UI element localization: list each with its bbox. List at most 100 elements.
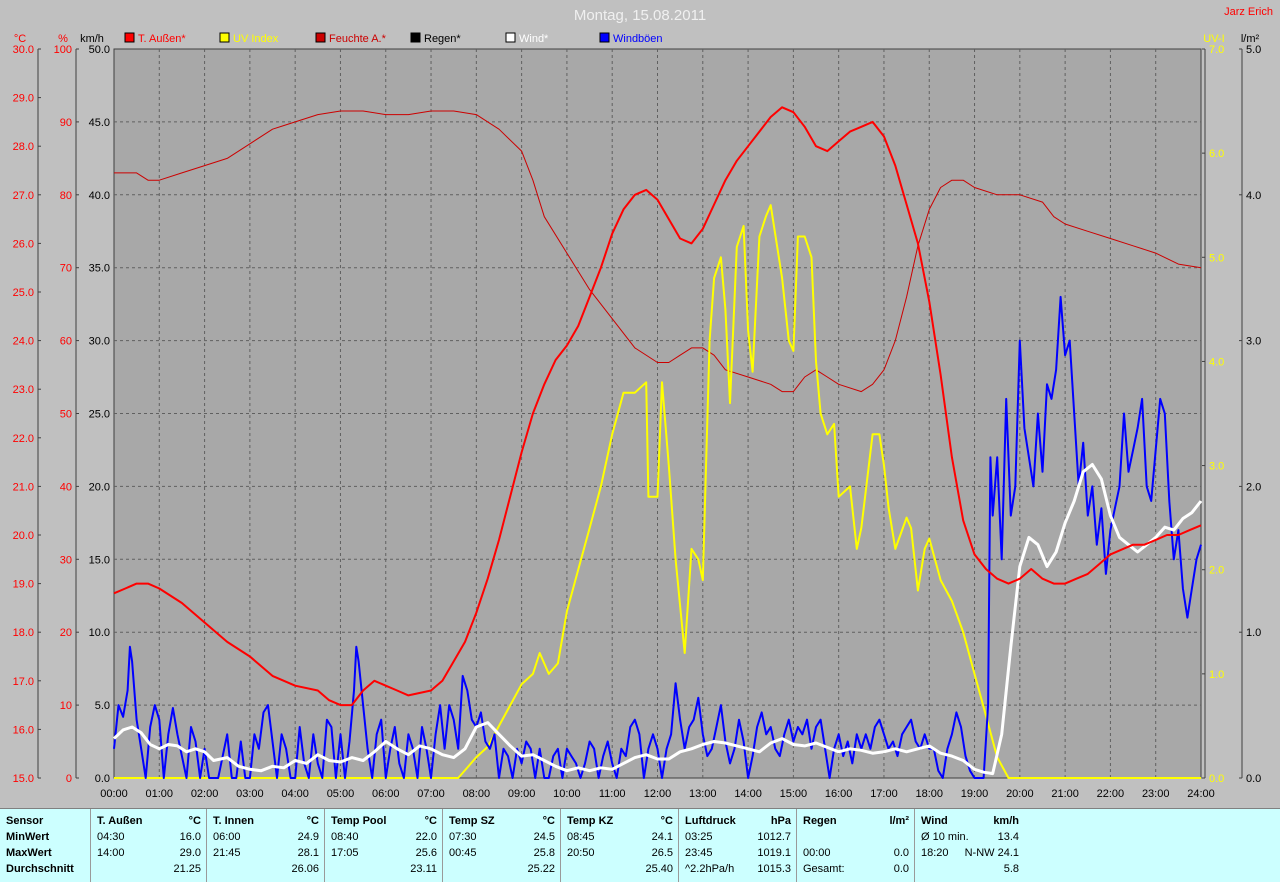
wind-axis-tick: 5.0 xyxy=(95,700,110,712)
stats-unit: °C xyxy=(306,815,319,827)
stats-row: 26.06 xyxy=(207,863,325,879)
stats-row: Durchschnitt xyxy=(0,863,90,879)
humidity-axis-tick: 100 xyxy=(54,44,72,56)
stats-column: T. Außen °C 04:30 16.0 14:00 29.0 21.25 xyxy=(90,809,207,882)
stats-row: Gesamt: 0.0 xyxy=(797,863,915,879)
wind-axis-tick: 35.0 xyxy=(89,263,110,275)
stats-row: 25.40 xyxy=(561,863,679,879)
stats-avg-value: 26.06 xyxy=(291,863,319,875)
temp-axis-tick: 18.0 xyxy=(13,627,34,639)
stats-column: Sensor MinWert MaxWert Durchschnitt xyxy=(0,809,90,882)
humidity-axis-tick: 30 xyxy=(60,554,72,566)
stats-min-time: 03:25 xyxy=(685,831,713,843)
x-tick-label: 03:00 xyxy=(236,788,264,800)
series-line-temp xyxy=(113,106,1202,707)
rain-axis-tick: 3.0 xyxy=(1246,336,1261,348)
stats-row: Temp SZ °C xyxy=(443,815,561,831)
stats-max-time: 17:05 xyxy=(331,847,359,859)
x-tick-label: 04:00 xyxy=(281,788,309,800)
uv-axis-tick: 7.0 xyxy=(1209,44,1224,56)
humidity-axis-tick: 10 xyxy=(60,700,72,712)
x-tick-label: 05:00 xyxy=(327,788,355,800)
series-line-humidity xyxy=(114,110,1202,393)
temp-axis-tick: 23.0 xyxy=(13,384,34,396)
stats-max-time: 00:45 xyxy=(449,847,477,859)
weather-chart: Montag, 15.08.2011 Jarz Erich T. Außen* U… xyxy=(13,6,1273,800)
stats-column: Wind km/h Ø 10 min. 13.4 18:20 N-NW 24.1 5.8 xyxy=(914,809,1025,882)
wind-axis-tick: 0.0 xyxy=(95,773,110,785)
stats-max-time: 18:20 xyxy=(921,847,949,859)
temp-axis-tick: 19.0 xyxy=(13,579,34,591)
stats-row: Ø 10 min. 13.4 xyxy=(915,831,1025,847)
stats-header: Sensor xyxy=(6,815,44,827)
legend-label-wind: Wind* xyxy=(519,33,549,45)
wind-axis-tick: 45.0 xyxy=(89,117,110,129)
stats-sensor-name: Wind xyxy=(921,815,948,827)
legend-swatch-temp xyxy=(124,32,135,43)
rain-axis-tick: 1.0 xyxy=(1246,627,1261,639)
stats-column: T. Innen °C 06:00 24.9 21:45 28.1 26.06 xyxy=(206,809,325,882)
stats-max-value: 28.1 xyxy=(297,847,319,859)
rain-axis-tick: 5.0 xyxy=(1246,44,1261,56)
stats-row: Wind km/h xyxy=(915,815,1025,831)
stats-panel: Sensor MinWert MaxWert Durchschnitt T. Außen… xyxy=(0,808,1280,882)
legend-swatch-rain xyxy=(410,32,421,43)
x-tick-label: 20:00 xyxy=(1006,788,1034,800)
x-tick-label: 01:00 xyxy=(146,788,174,800)
temp-axis-tick: 16.0 xyxy=(13,724,34,736)
humidity-axis-tick: 80 xyxy=(60,190,72,202)
rain-axis-tick: 0.0 xyxy=(1246,773,1261,785)
wind-axis-unit: km/h xyxy=(80,33,104,45)
stats-unit: km/h xyxy=(993,815,1019,827)
stats-min-time: 06:00 xyxy=(213,831,241,843)
temp-axis-tick: 29.0 xyxy=(13,93,34,105)
x-tick-label: 08:00 xyxy=(463,788,491,800)
stats-max-value: 25.6 xyxy=(415,847,437,859)
stats-max-time: 14:00 xyxy=(97,847,125,859)
x-tick-label: 17:00 xyxy=(870,788,898,800)
stats-row: 04:30 16.0 xyxy=(91,831,207,847)
stats-row: 25.22 xyxy=(443,863,561,879)
x-tick-label: 10:00 xyxy=(553,788,581,800)
humidity-axis-tick: 40 xyxy=(60,481,72,493)
temp-axis-tick: 22.0 xyxy=(13,433,34,445)
stats-row: MaxWert xyxy=(0,847,90,863)
temp-axis-unit: °C xyxy=(14,33,26,45)
stats-row: 18:20 N-NW 24.1 xyxy=(915,847,1025,863)
temp-axis-tick: 20.0 xyxy=(13,530,34,542)
stats-unit: °C xyxy=(542,815,555,827)
wind-axis-tick: 50.0 xyxy=(89,44,110,56)
uv-axis-tick: 0.0 xyxy=(1209,773,1224,785)
series-line-gust xyxy=(113,295,1202,779)
stats-row: 14:00 29.0 xyxy=(91,847,207,863)
axis-labels: 15.0 16.0 17.0 18.0 19.0 20.0 21.0 22.0 23.0 24.0… xyxy=(13,33,1262,785)
humidity-axis-tick: 60 xyxy=(60,336,72,348)
stats-max-time: 20:50 xyxy=(567,847,595,859)
x-tick-label: 11:00 xyxy=(599,788,626,800)
x-tick-label: 18:00 xyxy=(915,788,943,800)
stats-row: 21.25 xyxy=(91,863,207,879)
humidity-axis-tick: 50 xyxy=(60,409,72,421)
uv-axis-tick: 5.0 xyxy=(1209,252,1224,264)
temp-axis-tick: 24.0 xyxy=(13,336,34,348)
x-tick-label: 16:00 xyxy=(825,788,853,800)
legend: T. Außen* UV Index Feuchte A.* Regen* Wind* W… xyxy=(124,32,663,45)
stats-max-value: 1019.1 xyxy=(757,847,791,859)
uv-axis-tick: 1.0 xyxy=(1209,669,1224,681)
stats-row: 17:05 25.6 xyxy=(325,847,443,863)
temp-axis-tick: 30.0 xyxy=(13,44,34,56)
stats-row-label: MinWert xyxy=(6,831,50,843)
stats-unit: °C xyxy=(188,815,201,827)
legend-swatch-wind xyxy=(505,32,516,43)
stats-row: 23.11 xyxy=(325,863,443,879)
uv-axis-tick: 6.0 xyxy=(1209,148,1224,160)
stats-max-value: 0.0 xyxy=(893,847,909,859)
temp-axis-tick: 26.0 xyxy=(13,238,34,250)
stats-row: Regen l/m² xyxy=(797,815,915,831)
x-tick-label: 14:00 xyxy=(734,788,762,800)
stats-max-time: 23:45 xyxy=(685,847,713,859)
stats-min-time: 07:30 xyxy=(449,831,477,843)
stats-row: 5.8 xyxy=(915,863,1025,879)
stats-sensor-name: Luftdruck xyxy=(685,815,736,827)
stats-avg-value: 25.40 xyxy=(645,863,673,875)
